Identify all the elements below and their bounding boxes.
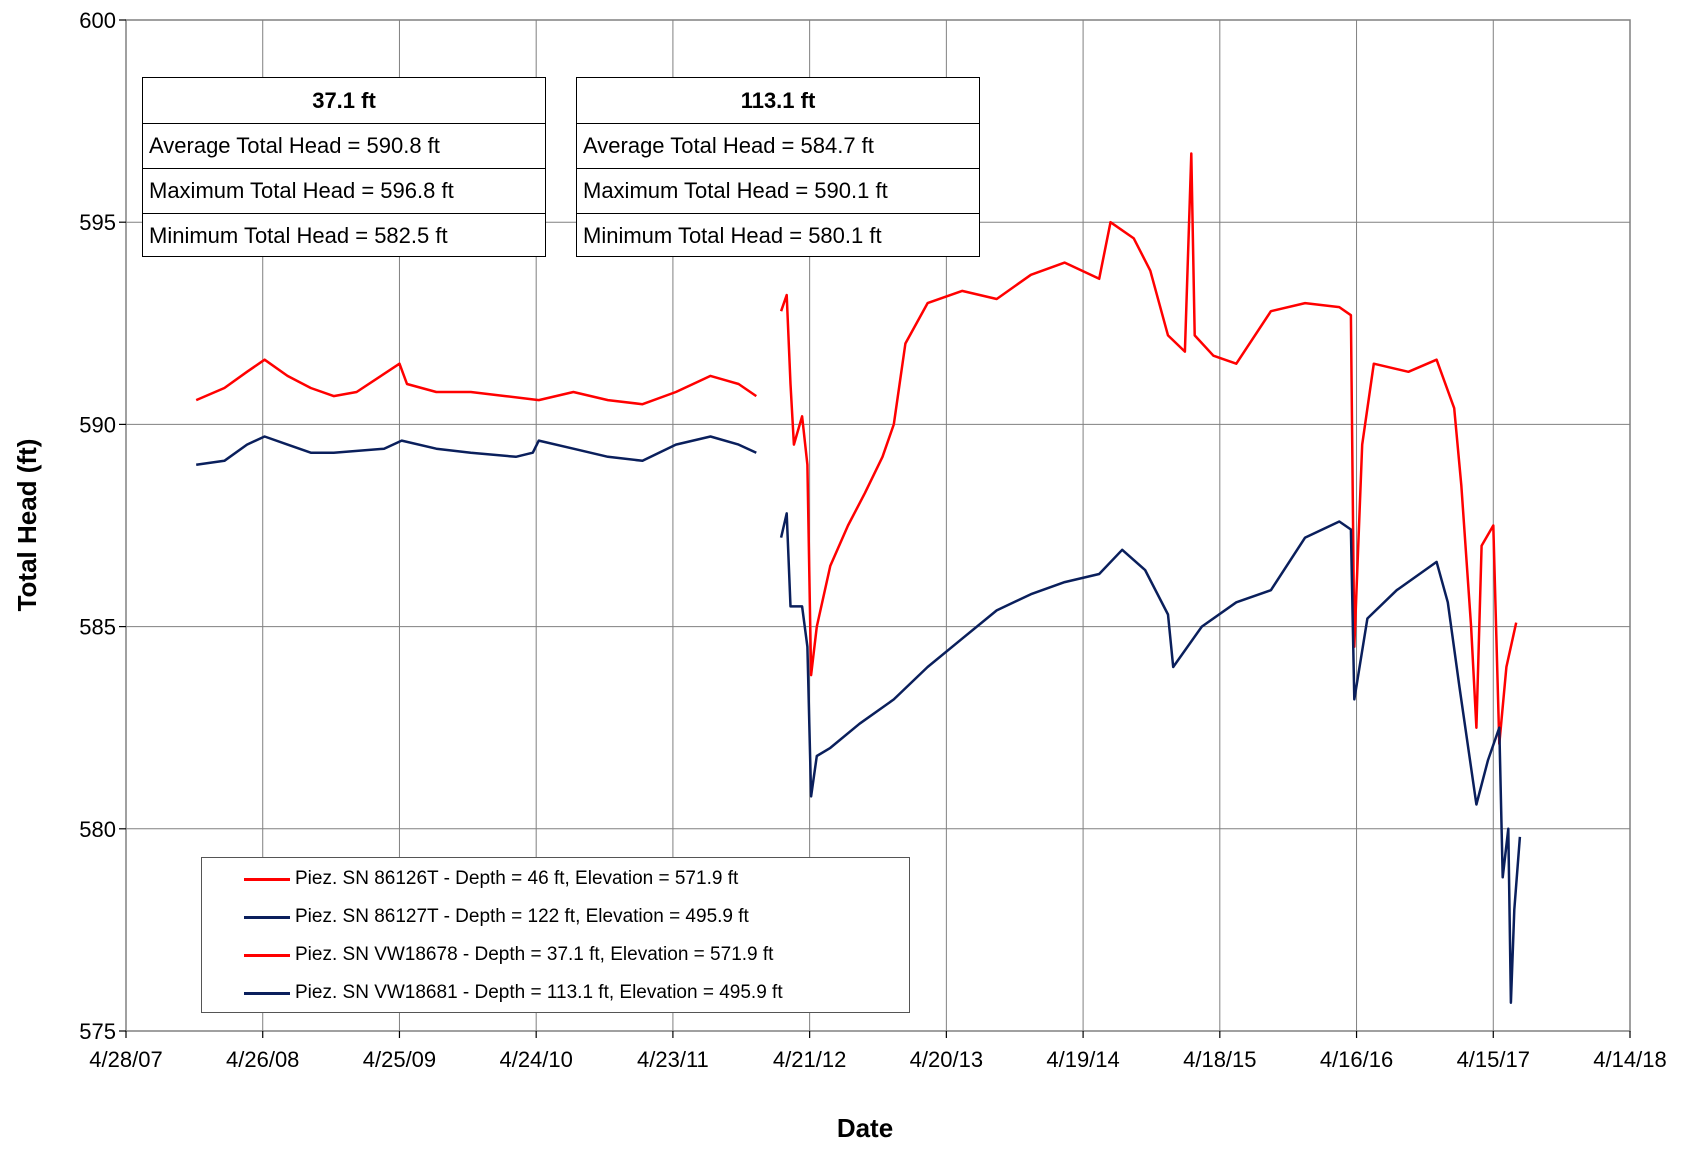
legend-label: Piez. SN 86126T - Depth = 46 ft, Elevati… (295, 868, 739, 889)
series-line-4 (779, 512, 1522, 1004)
x-tick-label: 4/23/11 (637, 1047, 709, 1072)
series-line-1 (195, 358, 758, 406)
x-tick-label: 4/28/07 (89, 1047, 162, 1072)
x-tick-label: 4/15/17 (1457, 1047, 1530, 1072)
x-tick-label: 4/14/18 (1593, 1047, 1666, 1072)
stats-minimum: Minimum Total Head = 582.5 ft (149, 223, 448, 248)
stats-average: Average Total Head = 590.8 ft (143, 124, 545, 169)
axes: 4/28/07 4/26/08 4/25/09 4/24/10 4/23/11 4/21/… (79, 8, 1666, 1072)
stats-box-37ft: 37.1 ft Average Total Head = 590.8 ft Ma… (142, 77, 546, 257)
legend-swatch (244, 954, 290, 957)
legend-swatch (244, 916, 290, 919)
x-tick-label: 4/24/10 (499, 1047, 572, 1072)
stats-maximum: Maximum Total Head = 590.1 ft (577, 169, 979, 214)
x-tick-label: 4/25/09 (363, 1047, 436, 1072)
y-tick-label: 585 (79, 615, 116, 640)
y-tick-label: 590 (79, 412, 116, 437)
x-tick-label: 4/19/14 (1046, 1047, 1119, 1072)
legend-label: Piez. SN 86127T - Depth = 122 ft, Elevat… (295, 906, 749, 927)
stats-header: 113.1 ft (577, 78, 979, 124)
series-layer (195, 152, 1522, 1004)
y-tick-label: 600 (79, 8, 116, 33)
legend-label: Piez. SN VW18678 - Depth = 37.1 ft, Elev… (295, 944, 774, 965)
legend-label: Piez. SN VW18681 - Depth = 113.1 ft, Ele… (295, 982, 783, 1003)
legend-swatch (244, 878, 290, 881)
x-tick-label: 4/21/12 (773, 1047, 846, 1072)
x-tick-label: 4/20/13 (910, 1047, 983, 1072)
y-tick-label: 580 (79, 817, 116, 842)
x-tick-label: 4/18/15 (1183, 1047, 1256, 1072)
stats-box-113ft: 113.1 ft Average Total Head = 584.7 ft M… (576, 77, 980, 257)
series-line-3 (779, 152, 1518, 746)
stats-header: 37.1 ft (143, 78, 545, 124)
legend: Piez. SN 86126T - Depth = 46 ft, Elevati… (201, 857, 910, 1013)
y-axis-title: Total Head (ft) (12, 439, 42, 612)
series-line-2 (196, 435, 757, 467)
stats-average: Average Total Head = 584.7 ft (577, 124, 979, 169)
plot-border (125, 19, 1631, 1032)
x-tick-label: 4/16/16 (1320, 1047, 1393, 1072)
y-tick-label: 575 (79, 1019, 116, 1044)
legend-swatch (244, 992, 290, 995)
x-tick-label: 4/26/08 (226, 1047, 299, 1072)
stats-minimum: Minimum Total Head = 580.1 ft (583, 223, 882, 248)
y-tick-label: 595 (79, 210, 116, 235)
x-axis-title: Date (837, 1113, 893, 1143)
stats-maximum: Maximum Total Head = 596.8 ft (143, 169, 545, 214)
